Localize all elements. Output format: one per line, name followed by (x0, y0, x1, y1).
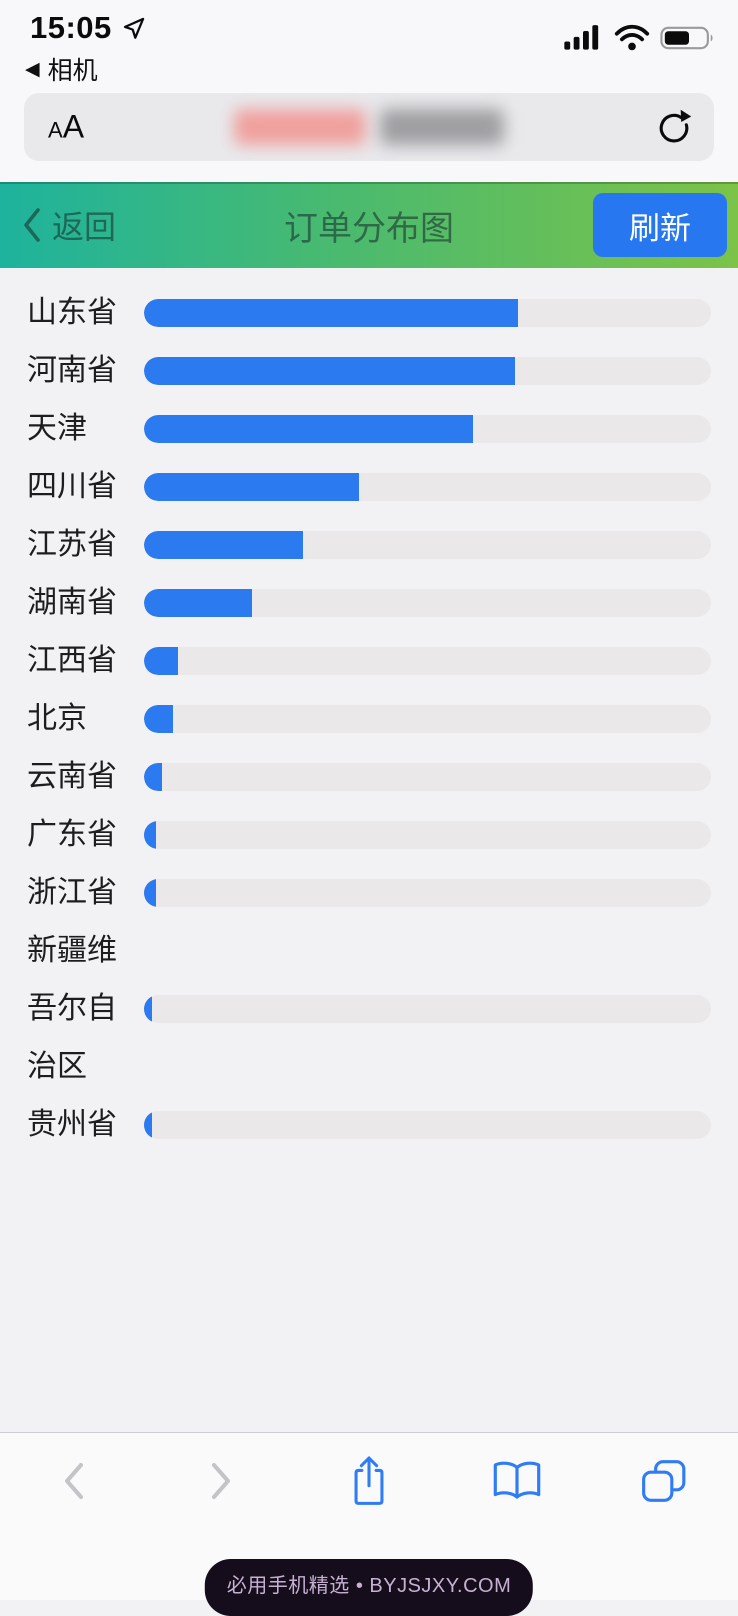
reader-text-size-button[interactable]: AA (48, 108, 85, 145)
bar-fill (144, 299, 519, 327)
back-app-label: 相机 (47, 57, 98, 85)
province-label: 河南省 (27, 354, 117, 387)
chart-row: 天津 (27, 400, 711, 458)
chart-row: 浙江省 (27, 864, 711, 922)
bar-track (144, 299, 711, 327)
page-nav-header: 返回 订单分布图 刷新 (0, 182, 738, 268)
province-label: 湖南省 (27, 586, 117, 619)
back-button[interactable]: 返回 (22, 182, 116, 268)
chart-row: 江西省 (27, 632, 711, 690)
bar-fill (144, 357, 516, 385)
bar-fill (144, 531, 303, 559)
province-label: 天津 (27, 412, 87, 445)
back-chevron-icon (24, 208, 40, 242)
chart-row: 北京 (27, 690, 711, 748)
province-label: 江西省 (27, 644, 117, 677)
province-label: 山东省 (27, 296, 117, 329)
bar-fill (144, 763, 163, 791)
chart-row: 河南省 (27, 342, 711, 400)
bar-fill (144, 995, 152, 1023)
bar-fill (144, 705, 173, 733)
bar-fill (144, 821, 156, 849)
bar-fill (144, 589, 252, 617)
bar-track (144, 415, 711, 443)
bookmarks-button[interactable] (477, 1449, 557, 1513)
bar-fill (144, 647, 179, 675)
tabs-icon (642, 1460, 686, 1502)
bar-fill (144, 1111, 152, 1139)
bar-track (144, 357, 711, 385)
order-bar-chart: 山东省河南省天津四川省江苏省湖南省江西省北京云南省广东省浙江省新疆维吾尔自治区贵… (0, 268, 738, 1154)
bar-track (144, 589, 711, 617)
bar-track (144, 531, 711, 559)
redacted-url-blur (234, 109, 504, 145)
chart-row: 新疆维吾尔自治区 (27, 922, 711, 1096)
back-triangle-icon: ◀ (25, 58, 40, 80)
bar-track (144, 763, 711, 791)
chart-row: 贵州省 (27, 1096, 711, 1154)
bar-track (144, 705, 711, 733)
chart-row: 湖南省 (27, 574, 711, 632)
back-button-label: 返回 (52, 209, 117, 245)
safari-url-section: AA (0, 85, 738, 182)
location-arrow-icon (123, 17, 144, 39)
province-label: 四川省 (27, 470, 117, 503)
bar-track (144, 647, 711, 675)
bar-track (144, 879, 711, 907)
province-label: 云南省 (27, 760, 117, 793)
bar-fill (144, 879, 156, 907)
page-content: 山东省河南省天津四川省江苏省湖南省江西省北京云南省广东省浙江省新疆维吾尔自治区贵… (0, 268, 738, 1433)
bar-fill (144, 415, 473, 443)
province-label: 广东省 (27, 818, 117, 851)
chart-row: 云南省 (27, 748, 711, 806)
bar-fill (144, 473, 360, 501)
history-forward-button[interactable] (181, 1449, 261, 1513)
share-button[interactable] (329, 1449, 409, 1513)
watermark-badge: 必用手机精选 • BYJSJXY.COM (204, 1559, 534, 1616)
cellular-signal-icon (564, 25, 599, 50)
bar-track (144, 821, 711, 849)
bookmarks-book-icon (493, 1461, 540, 1499)
province-label: 浙江省 (27, 876, 117, 909)
chart-row: 广东省 (27, 806, 711, 864)
ios-status-bar: 15:05 ◀ 相机 (0, 0, 738, 85)
reload-icon[interactable] (654, 107, 694, 147)
page-title: 订单分布图 (284, 209, 454, 248)
address-bar[interactable]: AA (24, 93, 714, 161)
battery-icon (660, 26, 713, 50)
forward-chevron-icon (212, 1463, 231, 1499)
back-chevron-icon (64, 1463, 83, 1499)
back-to-camera-app[interactable]: ◀ 相机 (25, 51, 98, 87)
bar-track (144, 473, 711, 501)
wifi-icon (614, 24, 650, 51)
refresh-button[interactable]: 刷新 (593, 193, 727, 257)
chart-row: 江苏省 (27, 516, 711, 574)
chart-row: 山东省 (27, 284, 711, 342)
province-label: 江苏省 (27, 528, 117, 561)
bar-track (144, 1111, 711, 1139)
chart-row: 四川省 (27, 458, 711, 516)
aa-label: A (62, 108, 85, 145)
history-back-button[interactable] (34, 1449, 114, 1513)
province-label: 新疆维吾尔自治区 (27, 934, 117, 1083)
bar-track (144, 995, 711, 1023)
province-label: 贵州省 (27, 1108, 117, 1141)
status-time: 15:05 (30, 10, 112, 45)
share-icon (354, 1456, 384, 1505)
province-label: 北京 (27, 702, 87, 735)
tabs-button[interactable] (624, 1449, 704, 1513)
